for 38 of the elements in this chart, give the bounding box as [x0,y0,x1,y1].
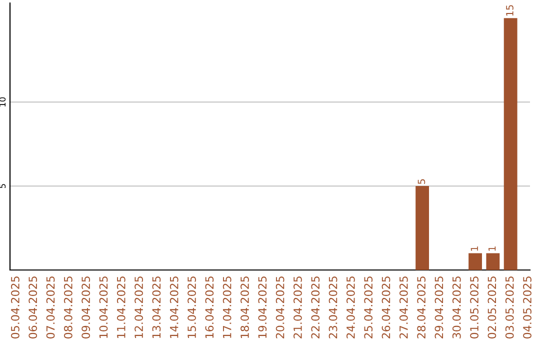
x-tick-label: 23.04.2025 [328,276,338,338]
x-tick-label: 19.04.2025 [258,276,267,338]
x-tick-label: 28.04.2025 [417,276,426,338]
x-tick-label: 11.04.2025 [116,276,126,338]
x-tick-label: 06.04.2025 [28,276,38,338]
x-tick-label: 30.04.2025 [452,276,461,338]
x-tick-label: 18.04.2025 [240,276,249,338]
x-tick-label: 22.04.2025 [311,276,320,338]
x-tick-label: 01.05.2025 [470,276,478,338]
x-tick-label: 17.04.2025 [222,276,232,338]
x-tick-label: 20.04.2025 [276,276,284,338]
x-tick-label: 07.04.2025 [46,276,55,338]
bar [486,253,500,270]
x-tick-label: 05.04.2025 [11,276,20,338]
x-tick-label: 26.04.2025 [382,276,390,338]
data-label: 5 [418,179,426,184]
x-tick-label: 24.04.2025 [346,276,355,338]
x-tick-label: 15.04.2025 [188,276,196,338]
data-label: 1 [470,246,478,251]
bar [416,186,429,270]
data-label: 1 [488,246,496,251]
x-tick-label: 16.04.2025 [205,276,214,338]
x-tick-label: 04.05.2025 [523,276,532,338]
x-tick-label: 21.04.2025 [294,276,302,338]
bar [468,253,482,270]
x-tick-label: 10.04.2025 [99,276,108,338]
x-tick-label: 13.04.2025 [152,276,161,338]
x-tick-label: 02.05.2025 [488,276,496,338]
x-tick-label: 29.04.2025 [434,276,444,338]
x-tick-label: 03.05.2025 [505,276,514,338]
x-tick-label: 12.04.2025 [134,276,144,338]
bar [504,18,518,270]
x-tick-label: 08.04.2025 [64,276,72,338]
x-tick-label: 14.04.2025 [170,276,178,338]
data-label: 15 [506,5,514,16]
x-tick-label: 09.04.2025 [82,276,90,338]
x-tick-label: 25.04.2025 [364,276,373,338]
x-tick-label: 27.04.2025 [399,276,408,338]
